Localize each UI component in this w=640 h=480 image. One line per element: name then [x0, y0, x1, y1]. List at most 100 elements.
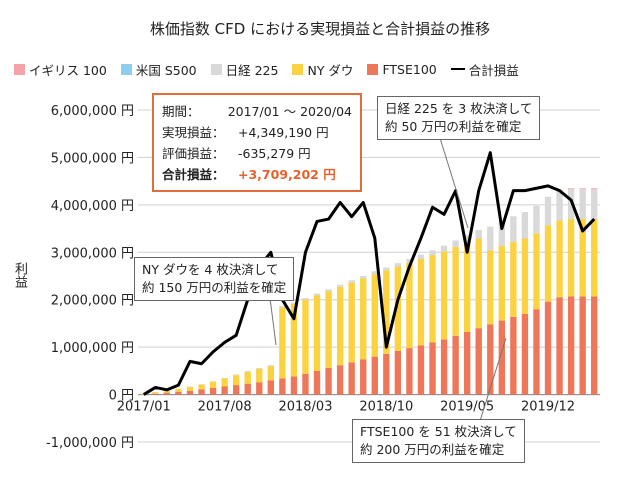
summary-total-label: 合計損益：	[162, 167, 225, 182]
bar-1	[325, 291, 332, 369]
bar-2	[556, 191, 563, 221]
bar-2	[544, 196, 552, 226]
bar-2	[533, 205, 540, 234]
bar-0	[510, 316, 517, 395]
legend-item-nydow: NY ダウ	[292, 60, 353, 79]
x-tick-label: 2019/05	[440, 400, 494, 415]
bar-1	[267, 366, 275, 381]
bar-1	[221, 378, 228, 387]
bar-1	[533, 233, 540, 310]
bar-2	[256, 368, 263, 369]
bar-0	[417, 345, 425, 395]
bar-1	[371, 274, 378, 357]
bar-0	[463, 331, 471, 395]
bar-1	[290, 303, 298, 377]
annotation-ftse: FTSE100 を 51 枚決済して 約 200 万円の利益を確定	[352, 419, 525, 463]
chart-title: 株価指数 CFD における実現損益と合計損益の推移	[149, 20, 491, 38]
bar-2	[279, 306, 286, 308]
bar-1	[556, 220, 563, 298]
bar-0	[567, 296, 575, 395]
bar-1	[487, 250, 494, 325]
bar-1	[394, 266, 402, 351]
bar-0	[256, 382, 263, 395]
summary-total-value: +3,709,202 円	[238, 167, 336, 182]
total-line	[142, 151, 596, 396]
bar-1	[256, 368, 263, 383]
bar-1	[544, 225, 552, 302]
bar-2	[383, 267, 390, 271]
bar-1	[591, 219, 598, 297]
legend-item-uk100: イギリス 100	[14, 60, 107, 79]
annotation-nikkei: 日経 225 を 3 枚決済して 約 50 万円の利益を確定	[377, 96, 541, 140]
bar-1	[186, 386, 194, 391]
bar-1	[209, 381, 217, 388]
bar-1	[498, 246, 506, 321]
bar-0	[544, 301, 552, 395]
bar-2	[452, 240, 459, 248]
bar-2	[591, 189, 598, 220]
annotation-ny-line1: NY ダウを 4 枚決済して	[142, 262, 279, 277]
annotation-ny-pointer	[269, 297, 277, 346]
bar-2	[463, 235, 471, 243]
bar-0	[360, 359, 367, 395]
bar-0	[302, 373, 309, 395]
legend: イギリス 100 米国 S500 日経 225 NY ダウ FTSE100 合計…	[14, 60, 519, 78]
bar-2	[348, 280, 355, 283]
annotation-ny-line2: 約 150 万円の利益を確定	[142, 280, 287, 295]
bar-2	[579, 189, 586, 220]
bar-2	[371, 271, 378, 275]
x-tick-label: 2018/10	[359, 400, 413, 415]
bar-0	[198, 389, 205, 395]
bar-2	[498, 221, 506, 247]
bar-0	[475, 328, 482, 395]
bar-1	[475, 238, 482, 329]
bar-0	[533, 309, 540, 395]
bar-2	[487, 226, 494, 251]
bar-0	[521, 313, 529, 395]
bar-0	[325, 368, 332, 395]
bar-2	[417, 254, 425, 259]
bar-2	[475, 229, 482, 239]
annotation-ftse-line2: 約 200 万円の利益を確定	[360, 442, 505, 457]
bar-1	[244, 371, 251, 384]
bar-0	[394, 350, 402, 395]
legend-swatch-uk100	[14, 63, 25, 75]
y-tick-label: 5,000,000 円	[51, 151, 134, 166]
y-tick-label: 1,000,000 円	[51, 341, 134, 356]
bar-1	[429, 255, 436, 343]
bar-0	[221, 386, 228, 395]
bar-4	[567, 188, 575, 190]
legend-item-sp500: 米国 S500	[120, 60, 197, 79]
bar-1	[406, 262, 413, 349]
summary-box: 期間： 2017/01 ～ 2020/04 実現損益： +4,349,190 円…	[152, 93, 362, 192]
bar-2	[232, 374, 240, 376]
bar-2	[336, 284, 344, 287]
x-tick-label: 2018/03	[278, 400, 332, 415]
legend-line-total	[450, 68, 465, 70]
bar-0	[579, 296, 586, 395]
bar-0	[452, 335, 459, 395]
bar-4	[579, 188, 586, 190]
bar-1	[440, 251, 448, 340]
bar-0	[498, 320, 506, 395]
summary-realized-label: 実現損益：	[162, 125, 225, 140]
legend-label-total: 合計損益	[468, 62, 519, 78]
bar-2	[325, 289, 332, 292]
bar-1	[302, 299, 309, 374]
bar-4	[591, 188, 598, 190]
x-tick-label: 2017/01	[117, 400, 171, 415]
bar-2	[360, 276, 367, 279]
bar-0	[152, 393, 159, 395]
bar-0	[591, 296, 598, 395]
annotation-ny: NY ダウを 4 枚決済して 約 150 万円の利益を確定	[134, 257, 295, 301]
bar-2	[244, 370, 251, 372]
bar-0	[244, 383, 251, 395]
x-tick-label: 2019/12	[521, 400, 575, 415]
bar-0	[371, 356, 378, 395]
annotation-ftse-line1: FTSE100 を 51 枚決済して	[360, 424, 517, 439]
x-tick-label: 2017/08	[198, 400, 252, 415]
y-axis-title: 利益	[12, 262, 27, 288]
summary-period-value: 2017/01 ～ 2020/04	[227, 104, 352, 119]
bar-1	[463, 242, 471, 332]
